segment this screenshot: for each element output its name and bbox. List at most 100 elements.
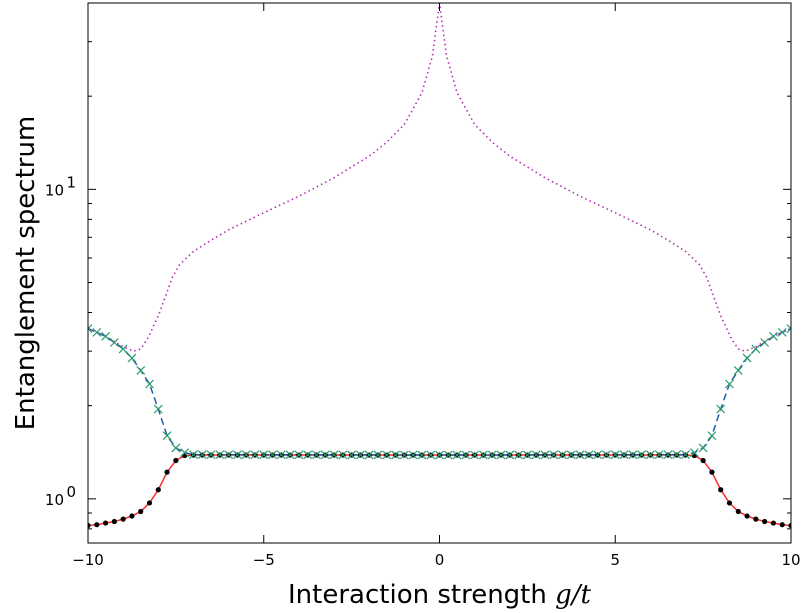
series-1-point <box>435 450 444 460</box>
series-1-point <box>276 450 286 460</box>
series-1-point-stroke <box>153 404 163 414</box>
series-1-point <box>751 344 761 354</box>
series-1-point-stroke <box>487 450 497 460</box>
series-1-point-stroke <box>312 450 321 460</box>
series-1-point-stroke <box>285 450 295 460</box>
series-1-point <box>645 450 655 460</box>
series-1-point-stroke <box>610 450 620 460</box>
series-1-point-stroke <box>760 338 770 347</box>
series-1-point-stroke <box>637 450 647 460</box>
series-1-point-stroke <box>733 365 743 375</box>
series-1-point-stroke <box>241 450 251 460</box>
series-1-point-stroke <box>303 450 313 460</box>
series-1-point <box>391 450 400 460</box>
series-0-point <box>735 508 741 515</box>
series-1-point <box>628 450 638 460</box>
series-1-point-stroke <box>496 450 506 460</box>
series-1-point <box>224 450 234 460</box>
series-1-point <box>602 450 611 460</box>
series-1-point-stroke <box>654 450 664 460</box>
series-1-point-stroke <box>716 404 726 414</box>
series-1-point-stroke <box>549 450 559 460</box>
series-0-point <box>788 522 791 529</box>
series-1-point <box>514 450 524 460</box>
series-1-point <box>109 338 119 347</box>
series-1-point <box>505 450 515 460</box>
series-1-point-stroke <box>514 450 524 460</box>
x-tick-label: 10 <box>781 551 800 569</box>
series-1-point <box>250 450 260 460</box>
series-1-point-stroke <box>777 327 787 337</box>
series-1-point <box>259 450 269 460</box>
series-1-point <box>452 450 462 460</box>
series-1-point <box>136 365 146 375</box>
series-1-point <box>118 344 128 354</box>
series-1-point <box>320 450 330 460</box>
series-1-point-stroke <box>189 450 198 460</box>
series-1-point <box>241 450 251 460</box>
series-1-point <box>92 327 102 337</box>
series-2-line <box>88 3 791 353</box>
series-1-point <box>672 450 682 460</box>
series-1-point <box>382 450 392 460</box>
series-1-point-stroke <box>320 450 330 460</box>
series-1-point-stroke <box>347 450 357 460</box>
series-1-point-stroke <box>109 338 119 347</box>
series-1-point-stroke <box>417 450 427 460</box>
series-1-point-stroke <box>769 331 778 341</box>
x-tick-label: 0 <box>435 551 445 569</box>
series-1-point <box>399 450 409 460</box>
series-1-point <box>162 431 172 441</box>
series-1-point-stroke <box>118 344 128 354</box>
series-1-point <box>470 450 480 460</box>
series-0-point <box>700 457 706 464</box>
series-1-point-stroke <box>663 450 673 460</box>
series-1-point-stroke <box>619 450 629 460</box>
series-0-point <box>155 487 161 493</box>
series-1-point-stroke <box>127 353 137 363</box>
series-1-point-stroke <box>725 379 734 389</box>
series-1-point <box>461 450 471 460</box>
x-tick-label: −10 <box>72 551 104 569</box>
series-1-point <box>637 450 647 460</box>
series-1-point <box>355 450 365 460</box>
series-0-point <box>753 516 759 522</box>
series-1-point-stroke <box>786 324 791 330</box>
series-0-point <box>709 469 715 475</box>
series-1-point-stroke <box>232 450 242 460</box>
series-1-point-stroke <box>197 450 207 460</box>
series-1-point-stroke <box>426 450 436 460</box>
series-1-point-stroke <box>373 450 383 460</box>
series-1-point-stroke <box>355 450 365 460</box>
series-1-point <box>681 450 690 460</box>
series-1-point <box>127 353 137 363</box>
series-0-point <box>744 513 750 519</box>
series-1-point <box>285 450 295 460</box>
x-tick-label: −5 <box>253 551 275 569</box>
series-1-point <box>760 338 770 347</box>
series-0-point <box>726 500 733 506</box>
series-0-point <box>111 518 117 525</box>
series-1-point <box>338 450 348 460</box>
series-1-point-stroke <box>742 353 752 363</box>
series-1-point-stroke <box>645 450 655 460</box>
series-1-point <box>232 450 242 460</box>
series-1-point <box>522 450 532 460</box>
series-1-point <box>180 448 190 458</box>
series-1-point-stroke <box>681 450 690 460</box>
series-1-point-stroke <box>259 450 269 460</box>
series-1-point-stroke <box>338 450 348 460</box>
series-1-point-stroke <box>672 450 682 460</box>
series-0-point <box>762 518 768 525</box>
series-1-point <box>769 331 778 341</box>
series-1-point-stroke <box>584 450 594 460</box>
series-1-point <box>303 450 313 460</box>
series-1-point <box>777 327 787 337</box>
series-0-point <box>164 469 170 475</box>
series-1-point <box>540 450 550 460</box>
y-tick-label: 10 <box>45 181 64 199</box>
series-1-point <box>663 450 673 460</box>
series-1-point <box>566 450 576 460</box>
series-1-point-stroke <box>408 450 418 460</box>
